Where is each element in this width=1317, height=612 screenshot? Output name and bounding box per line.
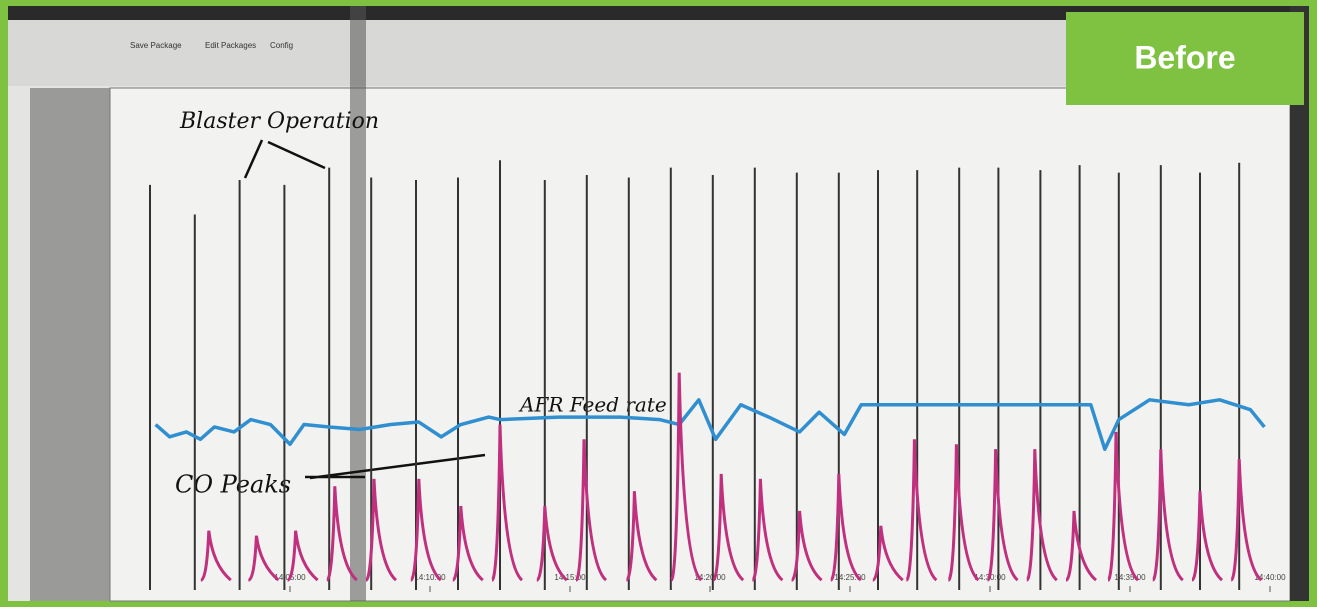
annotation: AFR Feed rate: [518, 393, 667, 417]
x-tick-label: 14:10:00: [414, 573, 446, 582]
x-tick-label: 14:15:00: [554, 573, 586, 582]
toolbar-button[interactable]: Config: [270, 41, 293, 50]
annotation: CO Peaks: [175, 471, 291, 499]
page: Save Package Edit Packages Config Before…: [0, 0, 1317, 607]
badge-label: Before: [1134, 39, 1235, 75]
fold-shadow: [350, 6, 366, 601]
toolbar-button[interactable]: Save Package: [130, 41, 182, 50]
screenshot: Save Package Edit Packages Config Before…: [0, 0, 1317, 607]
toolbar-button[interactable]: Edit Packages: [205, 41, 256, 50]
annotation: Blaster Operation: [179, 109, 379, 134]
y-axis-strip: [30, 88, 110, 601]
